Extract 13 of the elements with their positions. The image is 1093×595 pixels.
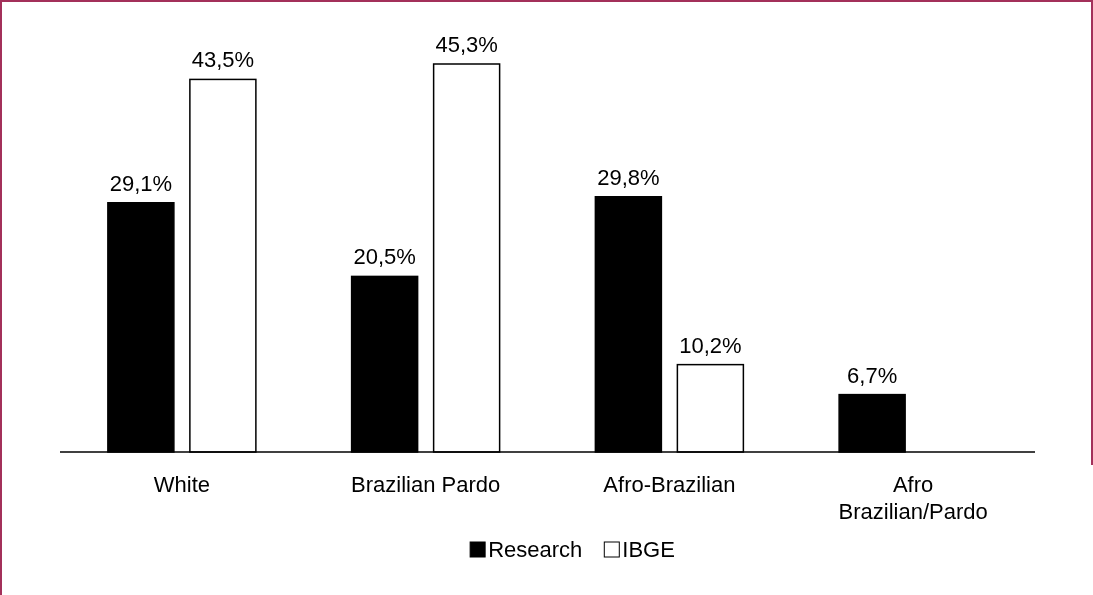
data-label: 10,2% xyxy=(679,332,742,358)
x-tick-label: Afro-Brazilian xyxy=(603,472,736,497)
data-label: 29,1% xyxy=(109,170,173,196)
data-label: 45,3% xyxy=(435,32,498,57)
data-label: 29,8% xyxy=(597,164,660,190)
data-label: 43,5% xyxy=(191,47,255,73)
legend-label: IBGE xyxy=(622,537,675,562)
x-tick-label: White xyxy=(153,472,210,497)
data-label: 20,5% xyxy=(353,244,416,270)
x-tick-label: Brazilian Pardo xyxy=(351,472,501,497)
data-label: 6,7% xyxy=(847,362,898,388)
x-tick-label: Afro Brazilian/Pardo xyxy=(838,472,988,524)
legend-label: Research xyxy=(488,537,583,562)
